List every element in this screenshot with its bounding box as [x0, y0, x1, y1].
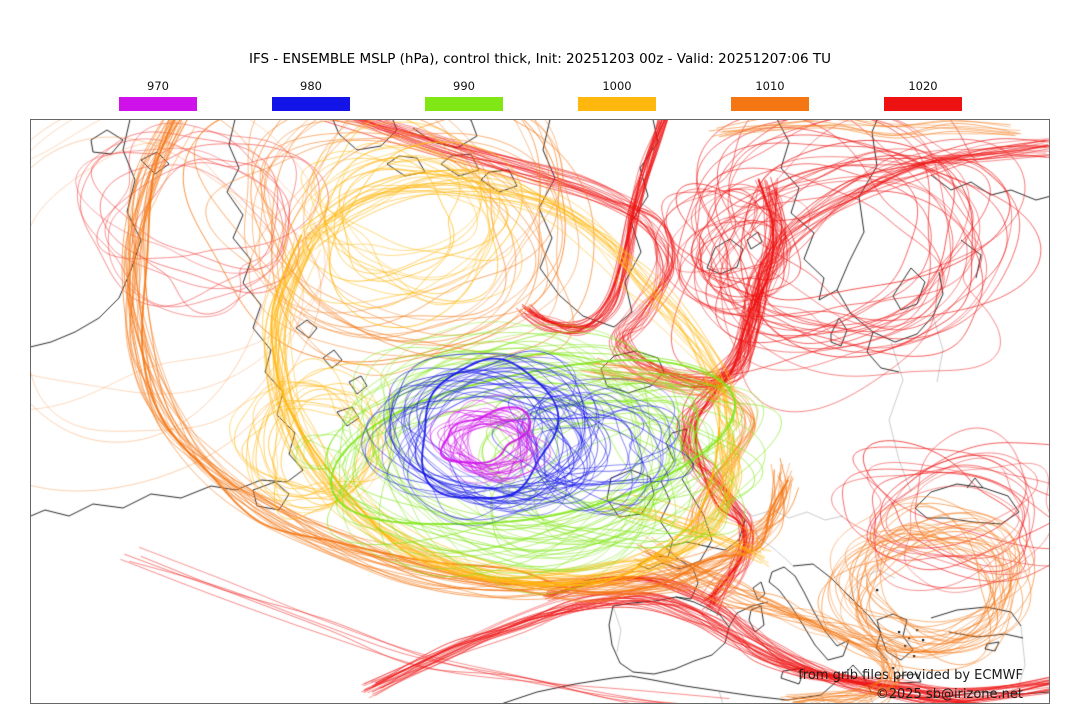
attribution-copyright: ©2025 sb@irizone.net [875, 687, 1023, 702]
legend-swatch-1020 [884, 97, 962, 111]
legend-item-1010: 1010 [730, 79, 810, 111]
legend-swatch-1000 [578, 97, 656, 111]
legend-label-1010: 1010 [755, 79, 785, 93]
legend-label-970: 970 [147, 79, 169, 93]
legend-label-1000: 1000 [602, 79, 632, 93]
legend-item-980: 980 [271, 79, 351, 111]
chart-title: IFS - ENSEMBLE MSLP (hPa), control thick… [248, 51, 832, 67]
legend-label-990: 990 [453, 79, 475, 93]
legend-swatch-970 [119, 97, 197, 111]
legend-item-970: 970 [118, 79, 198, 111]
legend-item-1000: 1000 [577, 79, 657, 111]
legend-swatch-1010 [731, 97, 809, 111]
legend-swatch-980 [272, 97, 350, 111]
weather-map-canvas [31, 120, 1049, 703]
map-panel [30, 119, 1050, 704]
legend-item-990: 990 [424, 79, 504, 111]
legend-label-980: 980 [300, 79, 322, 93]
attribution-source: from grib files provided by ECMWF [798, 668, 1023, 683]
legend-item-1020: 1020 [883, 79, 963, 111]
legend: 970 980 990 1000 1010 1020 [0, 0, 1080, 118]
legend-swatch-990 [425, 97, 503, 111]
legend-label-1020: 1020 [908, 79, 938, 93]
